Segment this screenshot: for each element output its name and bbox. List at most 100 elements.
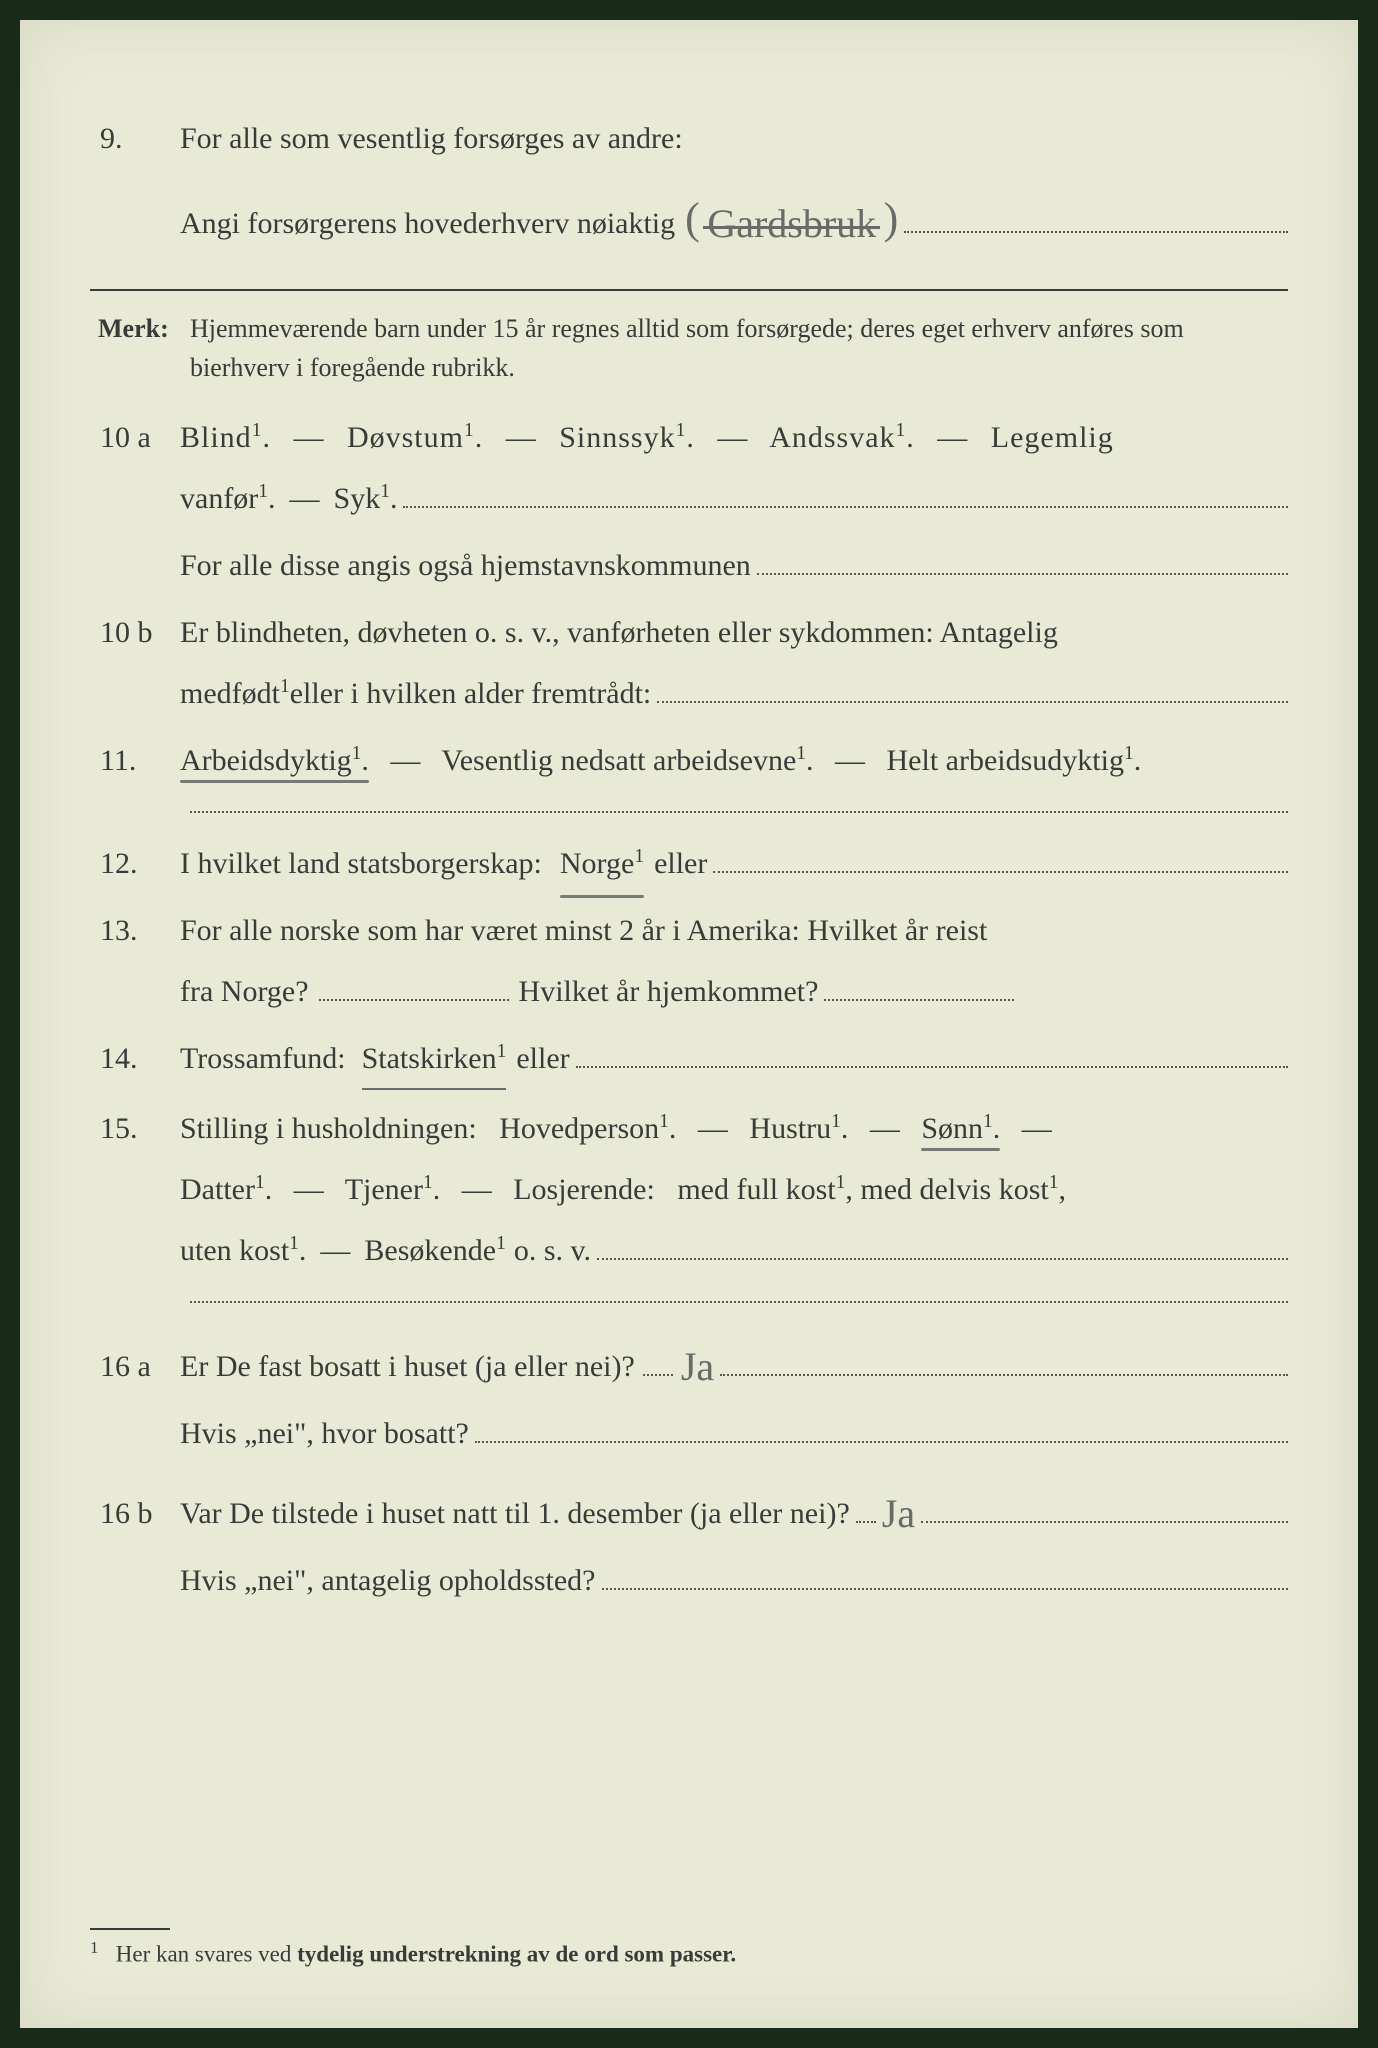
q13-fill2 — [824, 999, 1014, 1001]
q12-number: 12. — [90, 835, 180, 892]
opt-tjener: Tjener1. — [345, 1173, 441, 1206]
merk-text: Hjemmeværende barn under 15 år regnes al… — [190, 309, 1288, 387]
q13-number: 13. — [90, 902, 180, 959]
opt-statskirken: Statskirken1 — [362, 1030, 507, 1090]
q10a-number: 10 a — [90, 409, 180, 466]
q16a-line1: 16 a Er De fast bosatt i huset (ja eller… — [90, 1325, 1288, 1401]
q13-text1: For alle norske som har været minst 2 år… — [180, 902, 1288, 959]
footnote-sup: 1 — [90, 1938, 99, 1957]
q11-line: 11. Arbeidsdyktig1. — Vesentlig nedsatt … — [90, 732, 1288, 789]
q9-number: 9. — [90, 110, 180, 167]
opt-nedsatt: Vesentlig nedsatt arbeidsevne1. — [441, 744, 813, 777]
opt-dovstum: Døvstum1. — [347, 421, 483, 454]
q13-fra: fra Norge? — [180, 963, 309, 1020]
q16b-line2: Hvis „nei", antagelig opholdssted? — [90, 1552, 1288, 1609]
q9-fill-line — [904, 200, 1288, 233]
q15-dotted — [190, 1301, 1288, 1303]
opt-sonn: Sønn1. — [921, 1112, 1000, 1145]
open-paren-hw: ( — [685, 194, 700, 243]
opt-andssvak: Andssvak1. — [769, 421, 915, 454]
q10a-fill2 — [757, 542, 1288, 575]
footnote-text: Her kan svares ved — [116, 1942, 297, 1967]
opt-delviskost: med delvis kost1, — [860, 1173, 1066, 1206]
footnote-rule — [90, 1928, 170, 1930]
q9-line1: 9. For alle som vesentlig forsørges av a… — [90, 110, 1288, 167]
q14-line: 14. Trossamfund: Statskirken1 eller — [90, 1030, 1288, 1090]
q15-label: Stilling i husholdningen: — [180, 1112, 477, 1145]
q12-fill — [713, 840, 1288, 873]
opt-datter: Datter1. — [180, 1173, 272, 1206]
close-paren-hw: ) — [884, 194, 899, 243]
q14-eller: eller — [516, 1030, 569, 1087]
q16a-line2: Hvis „nei", hvor bosatt? — [90, 1405, 1288, 1462]
q12-line: 12. I hvilket land statsborgerskap: Norg… — [90, 835, 1288, 892]
q16b-number: 16 b — [90, 1485, 180, 1542]
opt-udyktig: Helt arbeidsudyktig1. — [887, 744, 1142, 777]
merk-label: Merk: — [90, 309, 190, 387]
merk-note: Merk: Hjemmeværende barn under 15 år reg… — [90, 309, 1288, 387]
q10b-medfodt: medfødt1 — [180, 665, 290, 722]
q10b-line2: medfødt1 eller i hvilken alder fremtrådt… — [90, 665, 1288, 722]
q15-line3: uten kost1. — Besøkende1 o. s. v. — [90, 1222, 1288, 1279]
q13-fill1 — [319, 999, 509, 1001]
q16a-fill2 — [475, 1410, 1288, 1443]
footnote: 1 Her kan svares ved tydelig understrekn… — [90, 1928, 1288, 1968]
q10b-number: 10 b — [90, 604, 180, 661]
q12-text: I hvilket land statsborgerskap: — [180, 835, 542, 892]
q9-line2: Angi forsørgerens hovederhverv nøiaktig … — [90, 177, 1288, 261]
q10a-fill — [403, 475, 1288, 508]
q15-fill — [597, 1227, 1288, 1260]
q10a-line2: vanfør1. — Syk1. — [90, 470, 1288, 527]
q16b-answer-hw: Ja — [882, 1476, 915, 1552]
q9-label: Angi forsørgerens hovederhverv nøiaktig — [180, 195, 675, 252]
q10b-fill — [657, 670, 1288, 703]
q11-number: 11. — [90, 732, 180, 789]
opt-utenkost: uten kost1. — [180, 1222, 306, 1279]
q14-fill — [576, 1035, 1288, 1068]
opt-norge: Norge1 — [560, 835, 644, 892]
q16b-line1: 16 b Var De tilstede i huset natt til 1.… — [90, 1472, 1288, 1548]
q16a-answer-hw: Ja — [681, 1329, 714, 1405]
q10a-line3: For alle disse angis også hjemstavnskomm… — [90, 537, 1288, 594]
opt-fullkost: med full kost1, — [677, 1173, 853, 1206]
q16a-text: Er De fast bosatt i huset (ja eller nei)… — [180, 1338, 635, 1395]
q16a-number: 16 a — [90, 1338, 180, 1395]
q14-number: 14. — [90, 1030, 180, 1087]
q16a-nei: Hvis „nei", hvor bosatt? — [180, 1405, 469, 1462]
q13-line1: 13. For alle norske som har været minst … — [90, 902, 1288, 959]
q11-dotted — [190, 811, 1288, 813]
divider-1 — [90, 289, 1288, 291]
opt-arbeidsdyktig: Arbeidsdyktig1. — [180, 744, 369, 777]
q16b-text: Var De tilstede i huset natt til 1. dese… — [180, 1485, 850, 1542]
q13-hjem: Hvilket år hjemkommet? — [519, 963, 819, 1020]
opt-blind: Blind1. — [180, 421, 271, 454]
opt-sinnssyk: Sinnssyk1. — [559, 421, 695, 454]
q15-line2: Datter1. — Tjener1. — Losjerende: med fu… — [90, 1161, 1288, 1218]
opt-hustru: Hustru1. — [749, 1112, 848, 1145]
q16b-fill — [921, 1490, 1288, 1523]
q9-handwritten-answer: Gardsbruk — [707, 186, 876, 262]
q10b-text1: Er blindheten, døvheten o. s. v., vanfør… — [180, 604, 1288, 661]
q14-label: Trossamfund: — [180, 1030, 346, 1087]
opt-syk: Syk1. — [334, 470, 398, 527]
q15-losjerende: Losjerende: — [513, 1173, 655, 1206]
q15-line1: 15. Stilling i husholdningen: Hovedperso… — [90, 1100, 1288, 1157]
q15-osv: o. s. v. — [514, 1222, 591, 1279]
footnote-bold: tydelig understrekning av de ord som pas… — [297, 1942, 736, 1967]
opt-legemlig: Legemlig — [991, 421, 1114, 454]
q12-eller: eller — [654, 835, 707, 892]
q16a-fill — [720, 1343, 1288, 1376]
q10a-hjemstavn: For alle disse angis også hjemstavnskomm… — [180, 537, 751, 594]
census-form-page: 9. For alle som vesentlig forsørges av a… — [20, 20, 1358, 2028]
q13-line2: fra Norge? Hvilket år hjemkommet? — [90, 963, 1288, 1020]
q10b-eller: eller i hvilken alder fremtrådt: — [290, 665, 652, 722]
opt-hovedperson: Hovedperson1. — [499, 1112, 676, 1145]
q9-text1: For alle som vesentlig forsørges av andr… — [180, 110, 1288, 167]
q16b-fill2 — [602, 1557, 1289, 1590]
opt-besokende: Besøkende1 — [364, 1222, 505, 1279]
q10b-line1: 10 b Er blindheten, døvheten o. s. v., v… — [90, 604, 1288, 661]
q10a-line1: 10 a Blind1. — Døvstum1. — Sinnssyk1. — … — [90, 409, 1288, 466]
q15-number: 15. — [90, 1100, 180, 1157]
opt-vanfor: vanfør1. — [180, 470, 276, 527]
q16b-nei: Hvis „nei", antagelig opholdssted? — [180, 1552, 596, 1609]
